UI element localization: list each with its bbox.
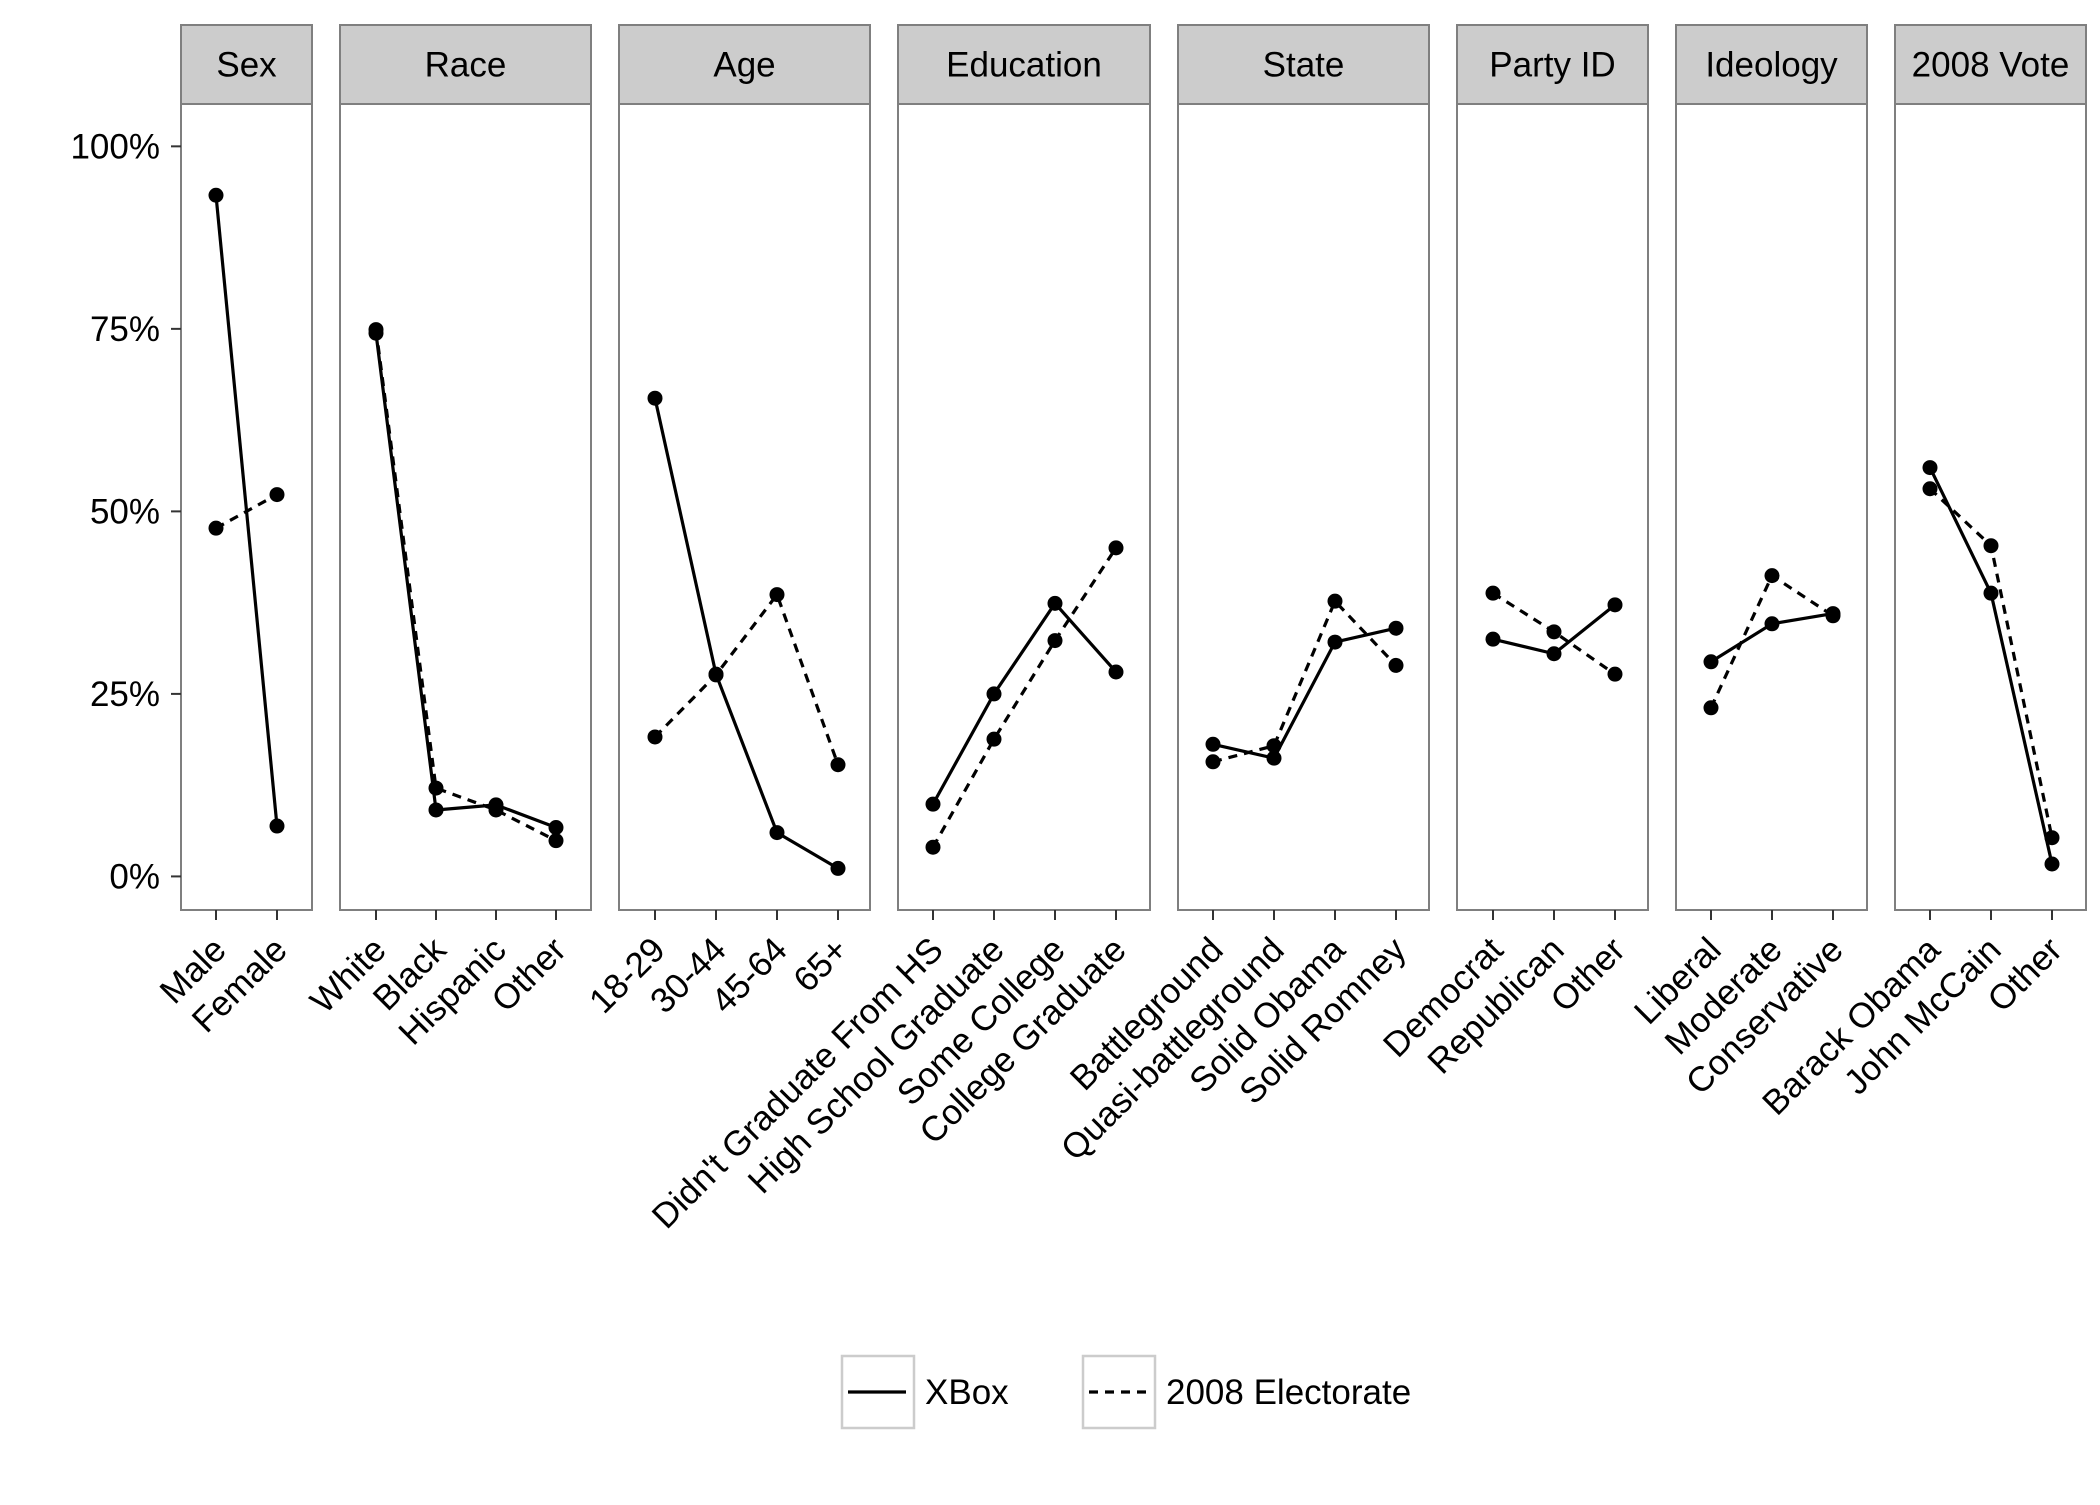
line-xbox-age <box>653 397 839 870</box>
point-xbox-age-65 <box>830 860 846 876</box>
point-electorate-education-didn-t-graduate-from-hs <box>925 839 941 855</box>
line-electorate-age <box>653 593 840 766</box>
point-electorate-state-battleground <box>1205 754 1221 770</box>
point-electorate-state-quasi-battleground <box>1266 738 1282 754</box>
point-xbox-ideology-moderate <box>1764 616 1780 632</box>
point-electorate-race-black <box>428 780 444 796</box>
y-tick-label: 50% <box>90 492 160 531</box>
line-xbox-sex <box>214 195 279 827</box>
point-xbox-sex-male <box>208 187 224 203</box>
point-xbox-education-didn-t-graduate-from-hs <box>925 796 941 812</box>
point-electorate-party-id-other <box>1607 666 1623 682</box>
line-electorate-state <box>1212 599 1398 764</box>
point-xbox-race-hispanic <box>488 797 504 813</box>
point-xbox-state-quasi-battleground <box>1266 750 1282 766</box>
panel-education <box>898 104 1150 910</box>
point-xbox-age-18-29 <box>647 390 663 406</box>
panel-state <box>1178 104 1429 910</box>
strip-label-age: Age <box>713 46 775 85</box>
point-electorate-education-college-graduate <box>1108 540 1124 556</box>
point-xbox-education-high-school-graduate <box>986 686 1002 702</box>
point-electorate-education-some-college <box>1047 633 1063 649</box>
legend-label-2008-electorate: 2008 Electorate <box>1166 1373 1411 1412</box>
point-xbox-ideology-liberal <box>1703 654 1719 670</box>
point-electorate-sex-male <box>208 520 224 536</box>
legend-label-xbox: XBox <box>925 1373 1009 1412</box>
point-xbox-sex-female <box>269 818 285 834</box>
strip-label-sex: Sex <box>216 46 277 85</box>
line-xbox-state <box>1212 626 1397 760</box>
point-electorate-ideology-liberal <box>1703 700 1719 716</box>
line-electorate-education <box>931 547 1118 849</box>
strip-label-ideology: Ideology <box>1705 46 1838 85</box>
point-electorate-sex-female <box>269 487 285 503</box>
strip-label-race: Race <box>425 46 507 85</box>
strip-label-state: State <box>1263 46 1345 85</box>
point-xbox-education-college-graduate <box>1108 664 1124 680</box>
point-electorate-2008-vote-other <box>2044 830 2060 846</box>
point-xbox-age-30-44 <box>708 666 724 682</box>
y-tick-label: 100% <box>70 127 160 166</box>
point-xbox-education-some-college <box>1047 595 1063 611</box>
point-electorate-state-solid-romney <box>1388 657 1404 673</box>
point-xbox-race-other <box>548 820 564 836</box>
point-electorate-2008-vote-barack-obama <box>1922 481 1938 497</box>
strip-label-2008-vote: 2008 Vote <box>1912 46 2070 85</box>
point-xbox-race-black <box>428 802 444 818</box>
panel-ideology <box>1676 104 1867 910</box>
point-electorate-education-high-school-graduate <box>986 731 1002 747</box>
point-electorate-state-solid-obama <box>1327 593 1343 609</box>
point-electorate-race-other <box>548 833 564 849</box>
point-xbox-race-white <box>368 325 384 341</box>
point-xbox-2008-vote-other <box>2044 856 2060 872</box>
point-electorate-party-id-republican <box>1546 624 1562 640</box>
strip-state <box>1177 24 1430 105</box>
point-electorate-age-65 <box>830 757 846 773</box>
strip-sex <box>180 24 313 105</box>
point-xbox-2008-vote-barack-obama <box>1922 460 1938 476</box>
panel-age <box>619 104 870 910</box>
strip-ideology <box>1675 24 1868 105</box>
y-tick-label: 75% <box>90 310 160 349</box>
strip-2008-vote <box>1894 24 2087 105</box>
line-xbox-race <box>374 333 557 829</box>
strip-race <box>339 24 592 105</box>
point-xbox-state-solid-obama <box>1327 634 1343 650</box>
point-electorate-age-18-29 <box>647 729 663 745</box>
point-electorate-2008-vote-john-mccain <box>1983 538 1999 554</box>
strip-age <box>618 24 871 105</box>
strip-label-party-id: Party ID <box>1489 46 1615 85</box>
panel-party-id <box>1457 104 1648 910</box>
point-electorate-ideology-moderate <box>1764 568 1780 584</box>
strip-label-education: Education <box>946 46 1102 85</box>
point-electorate-age-45-64 <box>769 587 785 603</box>
line-xbox-education <box>931 601 1118 805</box>
point-xbox-state-battleground <box>1205 736 1221 752</box>
panel-2008-vote <box>1895 104 2086 910</box>
point-xbox-2008-vote-john-mccain <box>1983 585 1999 601</box>
point-xbox-party-id-republican <box>1546 646 1562 662</box>
point-xbox-party-id-democrat <box>1485 631 1501 647</box>
strip-party-id <box>1456 24 1649 105</box>
panel-race <box>340 104 591 910</box>
point-xbox-state-solid-romney <box>1388 620 1404 636</box>
y-tick-label: 25% <box>90 675 160 714</box>
point-electorate-party-id-democrat <box>1485 585 1501 601</box>
y-tick-label: 0% <box>109 857 160 896</box>
point-xbox-ideology-conservative <box>1825 606 1841 622</box>
point-xbox-party-id-other <box>1607 597 1623 613</box>
strip-education <box>897 24 1151 105</box>
point-xbox-age-45-64 <box>769 825 785 841</box>
x-tick-label-65: 65+ <box>786 930 856 1000</box>
